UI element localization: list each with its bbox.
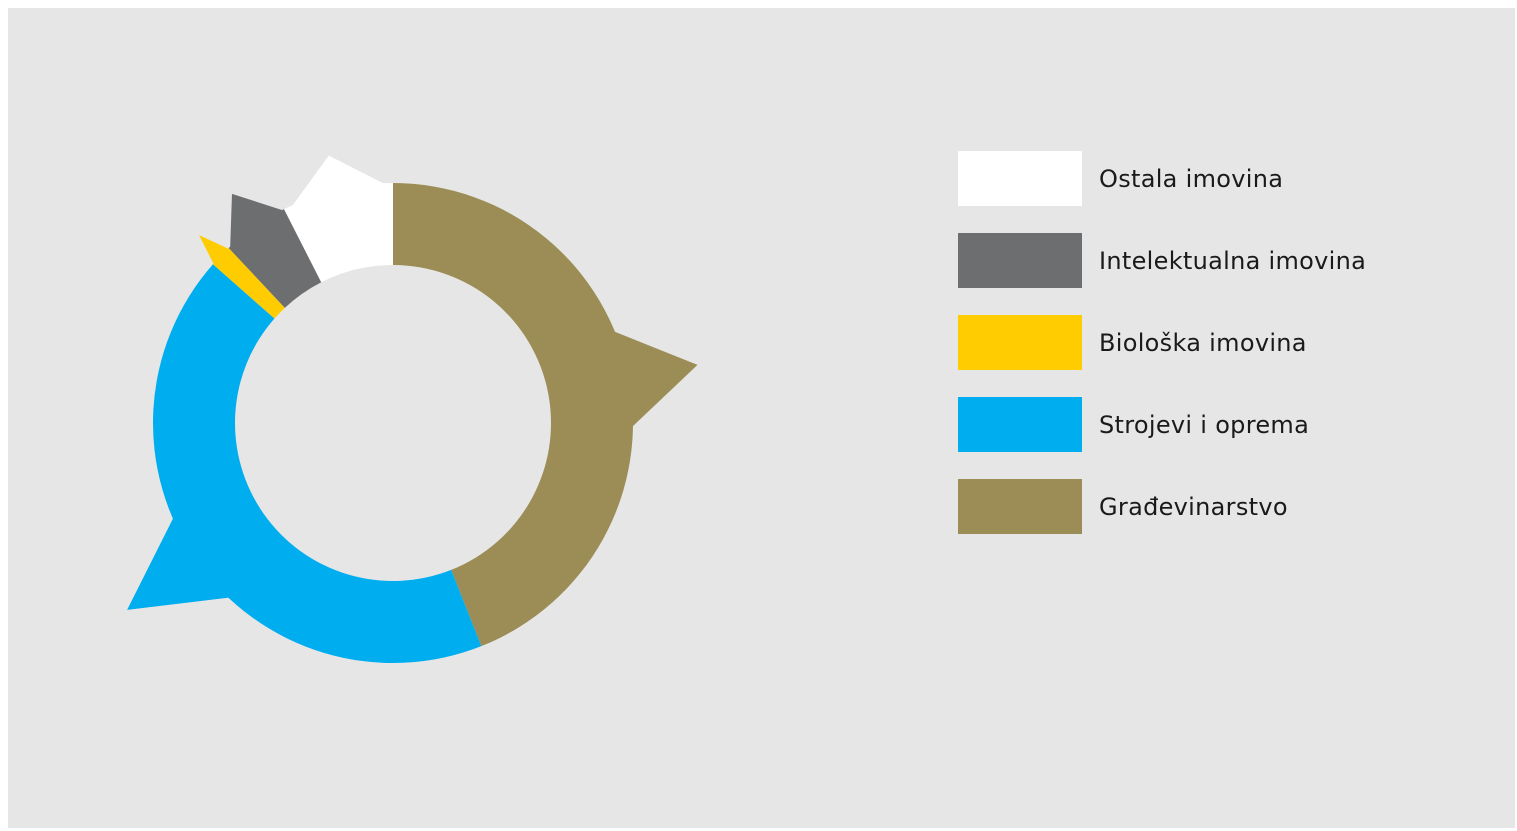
legend-label: Biološka imovina (1099, 328, 1307, 357)
slice-spike-gradevinarstvo (612, 330, 698, 428)
legend-swatch (958, 397, 1082, 452)
legend-item-bioloska-imovina: Biološka imovina (958, 315, 1366, 370)
legend-label: Intelektualna imovina (1099, 246, 1367, 275)
legend: Ostala imovina Intelektualna imovina Biolo… (958, 151, 1366, 561)
legend-label: Ostala imovina (1099, 164, 1284, 193)
legend-item-strojevi-i-oprema: Strojevi i oprema (958, 397, 1366, 452)
slice-spike-intelektualna-imovina (230, 193, 285, 250)
legend-swatch (958, 479, 1082, 534)
legend-swatch (958, 233, 1082, 288)
slice-ostala-imovina (284, 183, 393, 283)
donut-chart (127, 155, 698, 664)
chart-panel: Ostala imovina Intelektualna imovina Biolo… (8, 8, 1515, 828)
slice-spike-strojevi-i-oprema (127, 516, 231, 610)
slice-bioloska-imovina (212, 248, 285, 319)
legend-item-ostala-imovina: Ostala imovina (958, 151, 1366, 206)
legend-swatch (958, 315, 1082, 370)
legend-swatch (958, 151, 1082, 206)
legend-item-intelektualna-imovina: Intelektualna imovina (958, 233, 1366, 288)
legend-item-gradevinarstvo: Građevinarstvo (958, 479, 1366, 534)
slice-spike-ostala-imovina (290, 155, 387, 209)
slice-spike-bioloska-imovina (199, 235, 231, 266)
legend-label: Strojevi i oprema (1099, 410, 1310, 439)
slice-strojevi-i-oprema (152, 264, 482, 664)
slice-gradevinarstvo (393, 183, 634, 647)
legend-label: Građevinarstvo (1099, 492, 1288, 521)
